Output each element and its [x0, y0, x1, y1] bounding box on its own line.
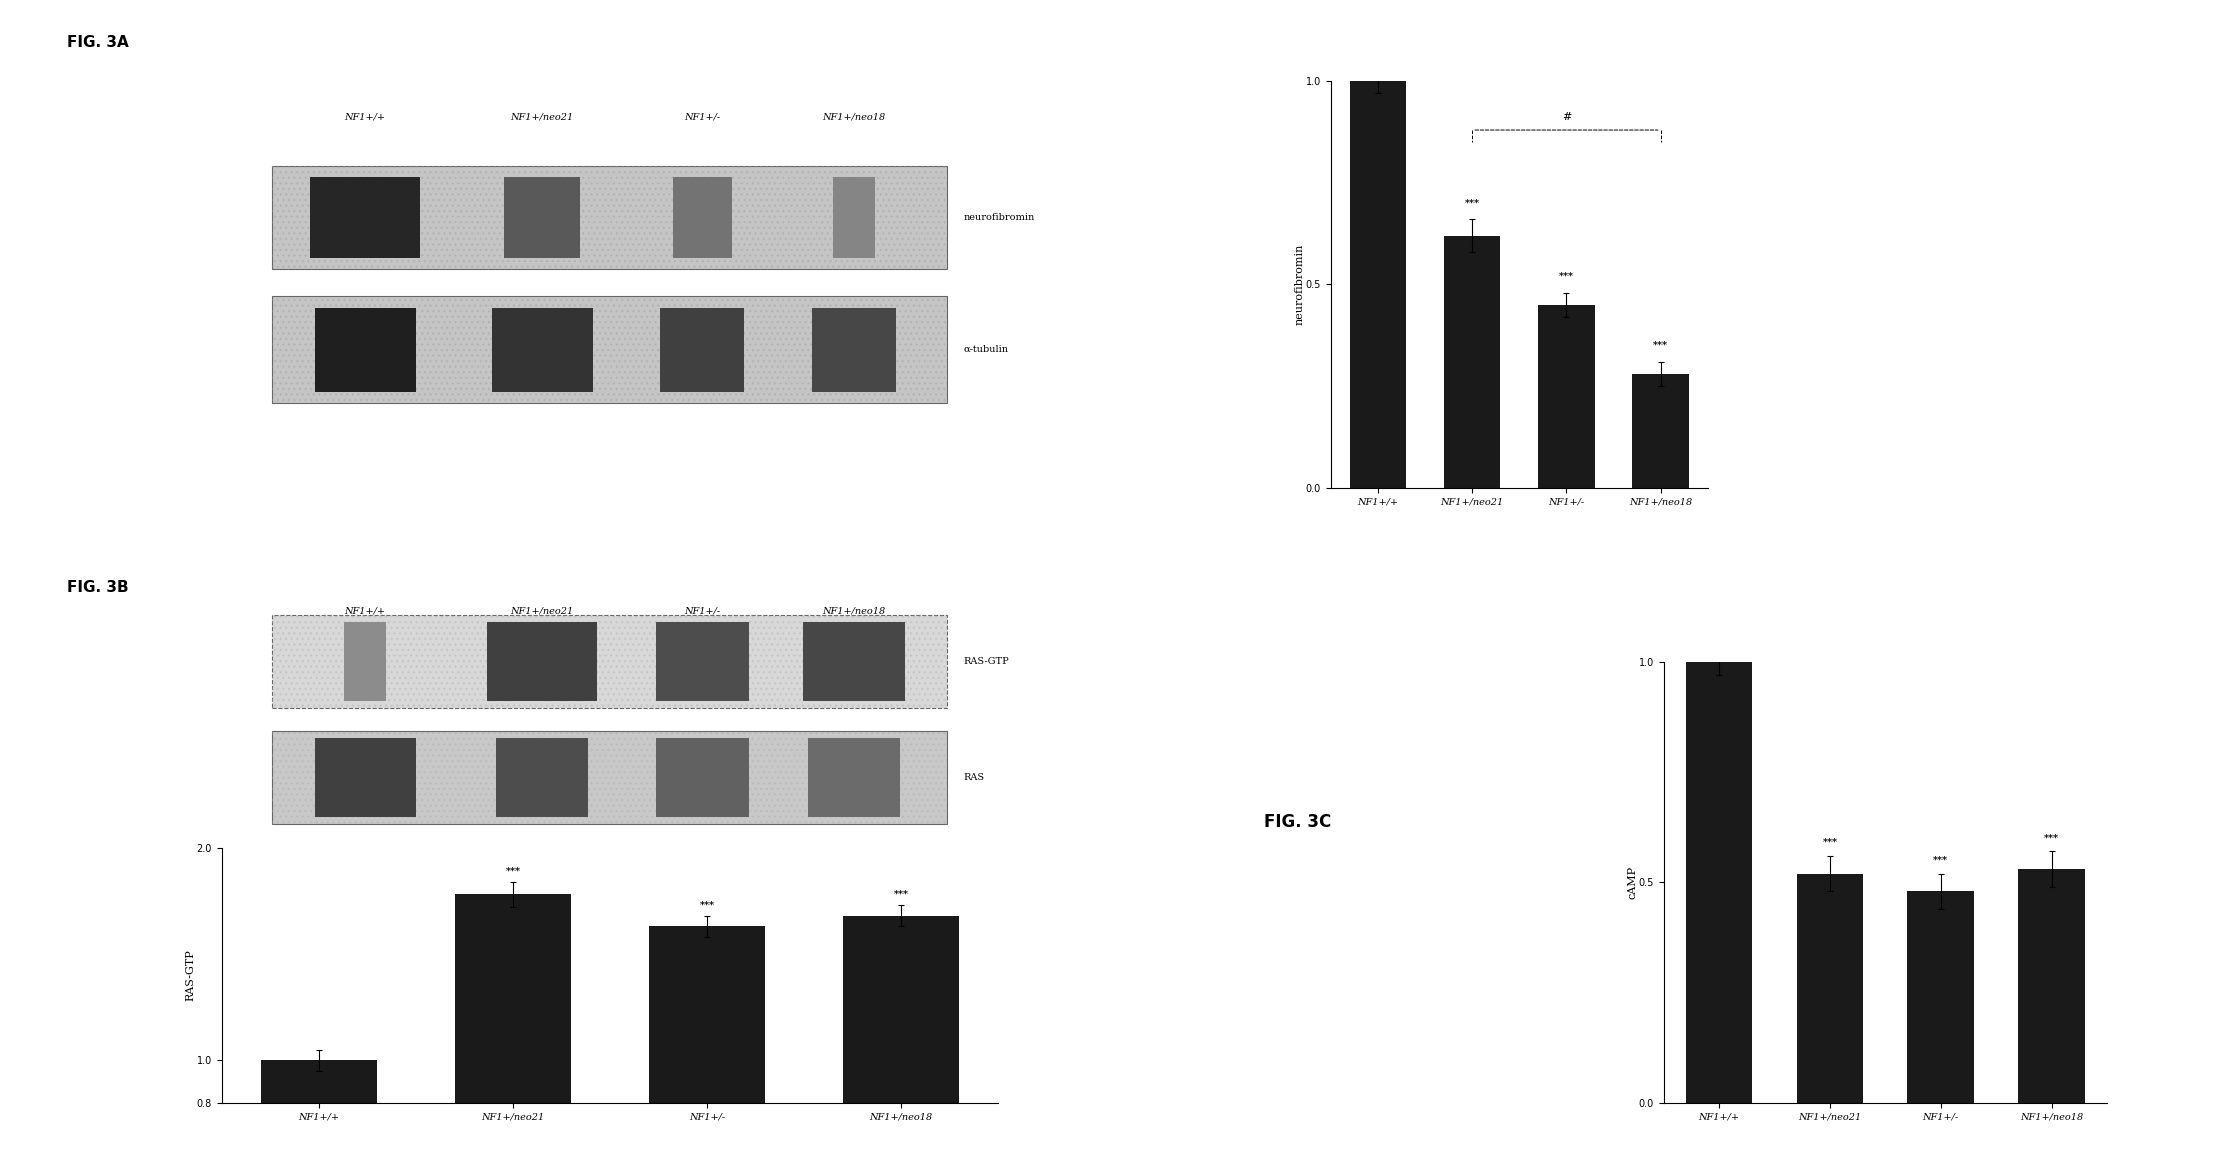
Text: RAS-GTP: RAS-GTP — [963, 657, 1009, 666]
Bar — [1349, 81, 1406, 488]
Bar — [657, 738, 747, 817]
Bar — [311, 178, 419, 258]
Bar — [315, 308, 415, 392]
Bar — [497, 738, 588, 817]
Bar — [807, 738, 901, 817]
Bar — [832, 178, 874, 258]
Text: NF1+/neo21: NF1+/neo21 — [510, 606, 574, 615]
Text: #: # — [1561, 111, 1570, 122]
Bar — [1632, 374, 1690, 488]
Bar — [344, 622, 386, 701]
Text: ***: *** — [1464, 199, 1479, 207]
Bar — [273, 166, 947, 269]
Text: NF1+/neo18: NF1+/neo18 — [823, 606, 885, 615]
Bar — [843, 916, 958, 1161]
Text: ***: *** — [1652, 340, 1668, 349]
Text: ***: *** — [1934, 856, 1947, 865]
Text: RAS: RAS — [963, 773, 985, 783]
Text: ***: *** — [894, 889, 909, 899]
Bar — [503, 178, 581, 258]
Y-axis label: neurofibromin: neurofibromin — [1295, 244, 1304, 325]
Bar — [803, 622, 905, 701]
Bar — [1539, 305, 1595, 488]
Bar — [273, 166, 947, 269]
Bar — [657, 622, 747, 701]
Bar — [672, 178, 732, 258]
Text: ***: *** — [699, 900, 714, 909]
Bar — [273, 296, 947, 403]
Bar — [812, 308, 896, 392]
Text: NF1+/+: NF1+/+ — [344, 113, 386, 121]
Text: NF1+/+: NF1+/+ — [344, 606, 386, 615]
Text: α-tubulin: α-tubulin — [963, 345, 1009, 354]
Bar — [1907, 892, 1974, 1103]
Bar — [1444, 236, 1499, 488]
Y-axis label: RAS-GTP: RAS-GTP — [186, 950, 195, 1001]
Bar — [273, 615, 947, 708]
Bar — [315, 738, 415, 817]
Text: NF1+/-: NF1+/- — [683, 606, 721, 615]
Y-axis label: cAMP: cAMP — [1628, 866, 1637, 899]
Bar — [273, 731, 947, 824]
Bar — [1686, 662, 1752, 1103]
Text: ***: *** — [2045, 834, 2058, 843]
Bar — [661, 308, 745, 392]
Text: FIG. 3C: FIG. 3C — [1264, 813, 1331, 831]
Text: NF1+/neo18: NF1+/neo18 — [823, 113, 885, 121]
Bar — [2018, 870, 2085, 1103]
Text: ***: *** — [506, 866, 521, 875]
Bar — [455, 894, 570, 1161]
Text: NF1+/neo21: NF1+/neo21 — [510, 113, 574, 121]
Bar — [488, 622, 597, 701]
Bar — [1797, 873, 1863, 1103]
Bar — [648, 926, 765, 1161]
Text: neurofibromin: neurofibromin — [963, 212, 1036, 222]
Bar — [262, 1060, 377, 1161]
Text: FIG. 3B: FIG. 3B — [67, 580, 129, 596]
Bar — [273, 296, 947, 403]
Text: ***: *** — [1823, 838, 1837, 848]
Bar — [492, 308, 592, 392]
Text: ***: *** — [1559, 272, 1575, 280]
Bar — [273, 615, 947, 708]
Text: FIG. 3A: FIG. 3A — [67, 35, 129, 50]
Text: NF1+/-: NF1+/- — [683, 113, 721, 121]
Bar — [273, 731, 947, 824]
